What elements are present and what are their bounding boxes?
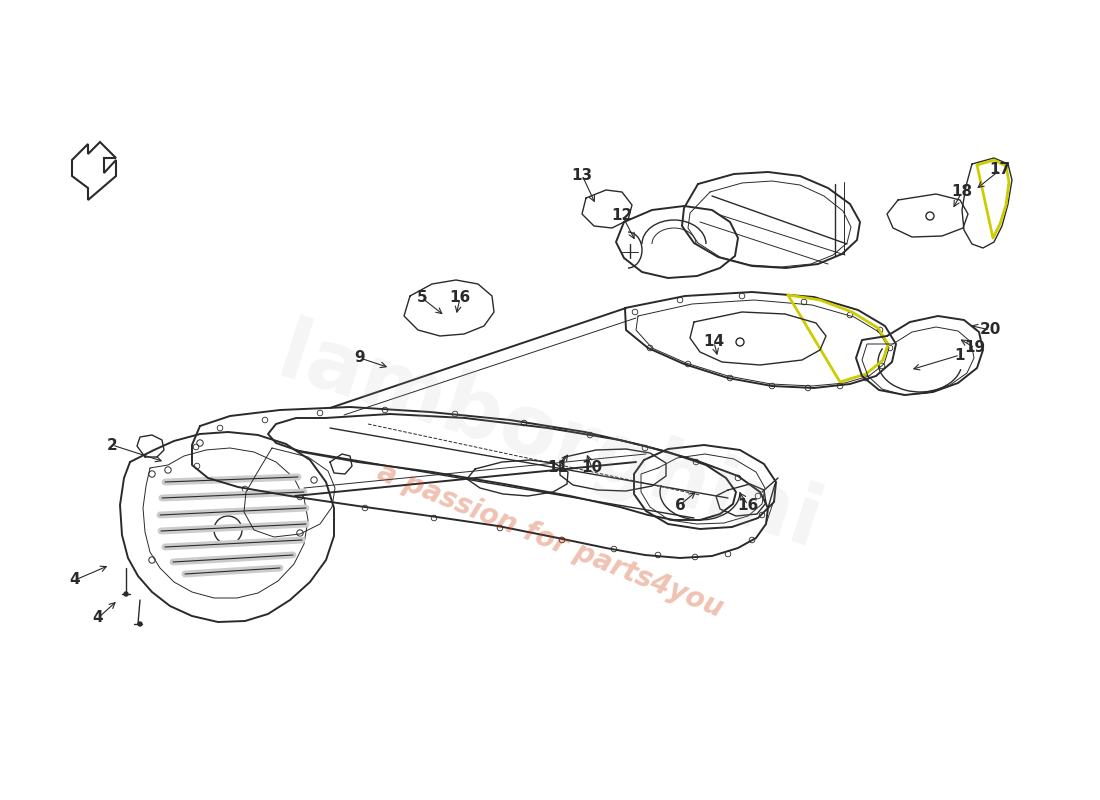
Text: 4: 4: [69, 573, 80, 587]
Text: 11: 11: [548, 461, 569, 475]
Text: 5: 5: [417, 290, 427, 306]
Text: 18: 18: [952, 185, 972, 199]
Text: 19: 19: [965, 341, 986, 355]
Text: 9: 9: [354, 350, 365, 366]
Text: 14: 14: [703, 334, 725, 350]
Text: 4: 4: [92, 610, 103, 626]
Text: 17: 17: [989, 162, 1011, 178]
Text: a passion for parts4you: a passion for parts4you: [373, 458, 727, 622]
Text: 6: 6: [674, 498, 685, 513]
Text: 16: 16: [737, 498, 759, 513]
Text: 16: 16: [450, 290, 471, 306]
Text: 10: 10: [582, 461, 603, 475]
Text: 20: 20: [979, 322, 1001, 338]
Circle shape: [138, 622, 142, 626]
Text: lamborghini: lamborghini: [268, 314, 832, 566]
Text: 12: 12: [612, 207, 632, 222]
Text: 1: 1: [955, 347, 966, 362]
Text: 2: 2: [107, 438, 118, 453]
Text: 13: 13: [571, 167, 593, 182]
Circle shape: [124, 592, 128, 596]
